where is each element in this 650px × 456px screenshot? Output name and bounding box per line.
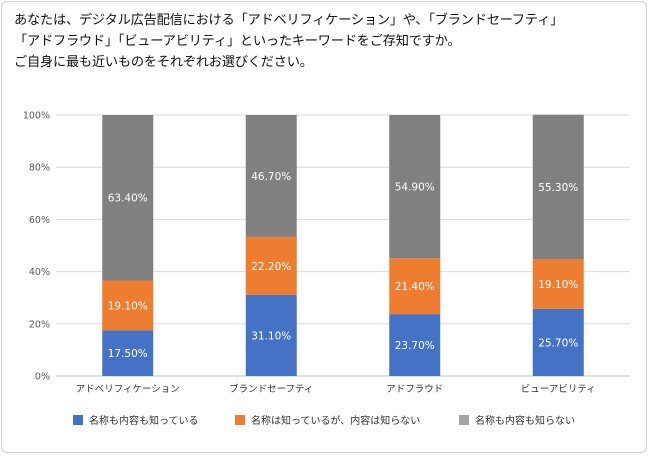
legend-item-name-only: 名称は知っているが、内容は知らない bbox=[235, 412, 420, 427]
bar-segment bbox=[245, 115, 297, 237]
data-label: 63.40% bbox=[108, 193, 148, 205]
bar-segment bbox=[389, 258, 441, 315]
question-line-2: 「アドフラウド」「ビューアビリティ」といったキーワードをご存知ですか。 bbox=[14, 34, 461, 49]
bar-segment bbox=[532, 114, 584, 260]
x-tick-label: ビューアビリティ bbox=[521, 384, 596, 395]
bar-segment bbox=[245, 294, 297, 376]
y-tick-label: 60% bbox=[29, 215, 50, 226]
bar-segment bbox=[389, 115, 441, 259]
bar-segment bbox=[245, 236, 297, 295]
legend-label-know-both: 名称も内容も知っている bbox=[89, 416, 199, 427]
data-label: 31.10% bbox=[251, 330, 291, 342]
y-tick-label: 40% bbox=[29, 267, 50, 278]
question-line-3: ご自身に最も近いものをそれぞれお選びください。 bbox=[14, 55, 313, 70]
legend-label-know-neither: 名称も内容も知らない bbox=[475, 416, 575, 427]
data-label: 19.10% bbox=[538, 279, 578, 291]
legend-swatch-know-neither bbox=[459, 414, 469, 425]
bar-segment bbox=[102, 115, 154, 281]
y-tick-label: 20% bbox=[29, 319, 50, 330]
data-label: 21.40% bbox=[395, 281, 435, 293]
legend-swatch-name-only bbox=[235, 414, 245, 425]
question-text: あなたは、デジタル広告配信における「アドベリフィケーション」や、「ブランドセーフ… bbox=[14, 10, 640, 73]
data-label: 19.10% bbox=[108, 300, 148, 312]
question-line-1: あなたは、デジタル広告配信における「アドベリフィケーション」や、「ブランドセーフ… bbox=[14, 13, 564, 28]
data-label: 17.50% bbox=[108, 348, 148, 360]
data-label: 25.70% bbox=[538, 337, 578, 349]
legend-swatch-know-both bbox=[73, 414, 83, 425]
data-label: 54.90% bbox=[395, 182, 435, 194]
chart-legend: 名称も内容も知っている 名称は知っているが、内容は知らない 名称も内容も知らない bbox=[0, 412, 650, 430]
bar-segment bbox=[102, 330, 154, 376]
bar-segment bbox=[532, 308, 584, 376]
x-tick-label: アドフラウド bbox=[386, 384, 443, 395]
y-tick-label: 0% bbox=[35, 372, 50, 383]
data-label: 55.30% bbox=[538, 182, 578, 194]
legend-item-know-both: 名称も内容も知っている bbox=[73, 412, 199, 427]
x-tick-label: アドベリフィケーション bbox=[76, 384, 180, 395]
y-tick-label: 100% bbox=[23, 111, 50, 122]
bar-segment bbox=[102, 280, 154, 331]
x-tick-label: ブランドセーフティ bbox=[229, 383, 313, 395]
y-tick-label: 80% bbox=[29, 163, 50, 174]
legend-item-know-neither: 名称も内容も知らない bbox=[459, 412, 575, 427]
bar-segment bbox=[389, 314, 441, 376]
bar-segment bbox=[532, 259, 584, 309]
data-label: 46.70% bbox=[251, 171, 291, 183]
legend-label-name-only: 名称は知っているが、内容は知らない bbox=[251, 416, 421, 427]
data-label: 23.70% bbox=[395, 340, 435, 352]
data-label: 22.20% bbox=[251, 261, 291, 273]
